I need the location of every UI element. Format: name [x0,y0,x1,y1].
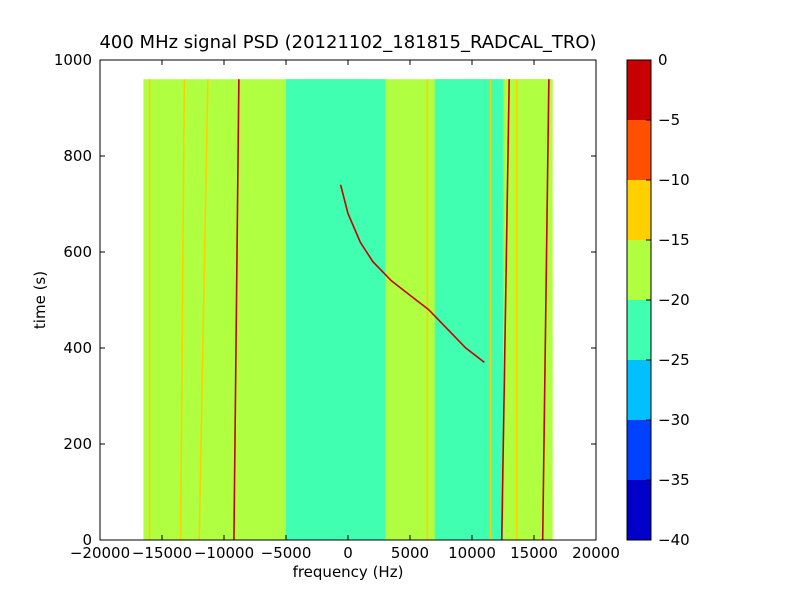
y-tick-label: 1000 [54,51,92,69]
psd-line-1 [179,79,186,541]
colorbar-tick-label: −20 [658,291,690,309]
x-tick-label: −10000 [194,544,254,562]
colorbar-segment [627,60,651,120]
psd-region-2 [434,79,503,540]
x-tick-label: −20000 [70,544,130,562]
x-tick-label: 20000 [572,544,620,562]
x-tick-label: −15000 [132,544,192,562]
colorbar-tick-label: −5 [658,111,680,129]
colorbar-segment [627,480,651,540]
colorbar-tick-label: −35 [658,471,690,489]
psd-line-2 [198,79,209,541]
colorbar-tick-label: 0 [658,51,668,69]
psd-line-8 [541,79,550,541]
colorbar-tick-label: −40 [658,531,690,549]
x-tick-label: 15000 [510,544,558,562]
psd-line-6 [500,79,510,541]
y-tick-label: 200 [63,435,92,453]
colorbar-tick-label: −30 [658,411,690,429]
y-tick-label: 400 [63,339,92,357]
colorbar-tick-label: −15 [658,231,690,249]
chart-title: 400 MHz signal PSD (20121102_181815_RADC… [99,32,596,53]
colorbar-tick-label: −25 [658,351,690,369]
x-tick-label: 10000 [448,544,496,562]
psd-region-1 [286,79,386,540]
colorbar-segment [627,360,651,420]
colorbar-segment [627,240,651,300]
colorbar-segment [627,300,651,360]
y-tick-label: 600 [63,243,92,261]
x-tick-label: −5000 [261,544,312,562]
psd-curve-0 [339,184,485,364]
colorbar-segment [627,180,651,240]
x-axis-label: frequency (Hz) [293,563,404,581]
y-tick-label: 0 [82,531,92,549]
colorbar-tick-label: −10 [658,171,690,189]
x-tick-label: 5000 [391,544,429,562]
y-tick-label: 800 [63,147,92,165]
colorbar-segment [627,420,651,480]
colorbar-segment [627,120,651,180]
psd-line-3 [233,79,240,541]
x-tick-label: 0 [343,544,353,562]
y-axis-label: time (s) [31,271,49,329]
